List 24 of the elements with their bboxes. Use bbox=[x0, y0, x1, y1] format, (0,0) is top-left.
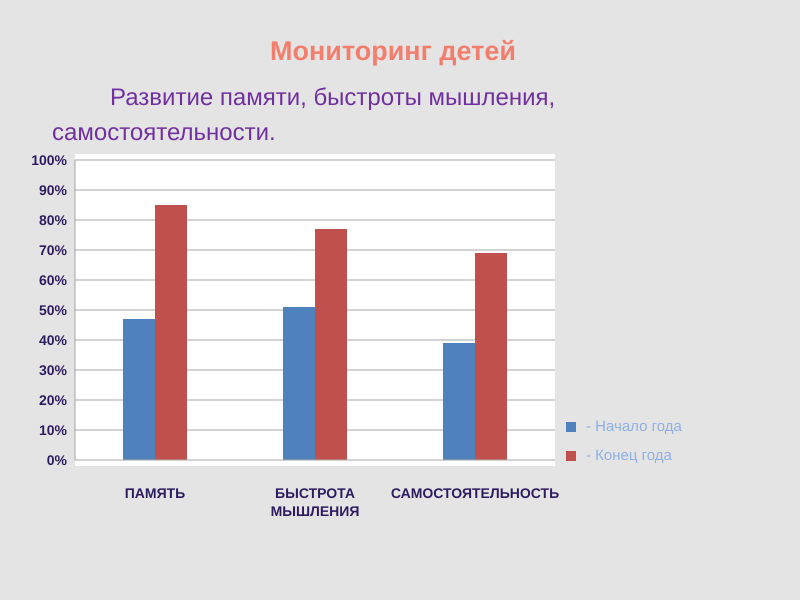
bar bbox=[123, 319, 155, 460]
bar bbox=[315, 229, 347, 460]
y-tick-label: 10% bbox=[38, 422, 68, 438]
chart-title: Мониторинг детей bbox=[268, 36, 518, 67]
chart-subtitle: Развитие памяти, быстроты мышления, самостоятельности. bbox=[52, 83, 556, 148]
bar bbox=[155, 205, 187, 460]
bar bbox=[443, 343, 475, 460]
y-tick-label: 50% bbox=[38, 302, 68, 318]
bar bbox=[475, 253, 507, 460]
x-tick-label: БЫСТРОТА МЫШЛЕНИЯ bbox=[270, 485, 360, 519]
y-tick-label: 60% bbox=[38, 272, 68, 288]
legend-label: - Конец года bbox=[586, 447, 672, 464]
y-tick-label: 40% bbox=[38, 332, 68, 348]
y-tick-label: 80% bbox=[38, 212, 68, 228]
x-tick-label: ПАМЯТЬ bbox=[124, 485, 186, 501]
x-tick-label: САМОСТОЯТЕЛЬНОСТЬ bbox=[390, 485, 560, 501]
legend-label: - Начало года bbox=[586, 418, 682, 435]
y-tick-label: 20% bbox=[38, 392, 68, 408]
y-tick-label: 90% bbox=[38, 182, 68, 198]
y-tick-label: 30% bbox=[38, 362, 68, 378]
y-tick-label: 100% bbox=[31, 152, 68, 168]
y-tick-label: 70% bbox=[38, 242, 68, 258]
y-tick-label: 0% bbox=[46, 452, 68, 468]
bar bbox=[283, 307, 315, 460]
